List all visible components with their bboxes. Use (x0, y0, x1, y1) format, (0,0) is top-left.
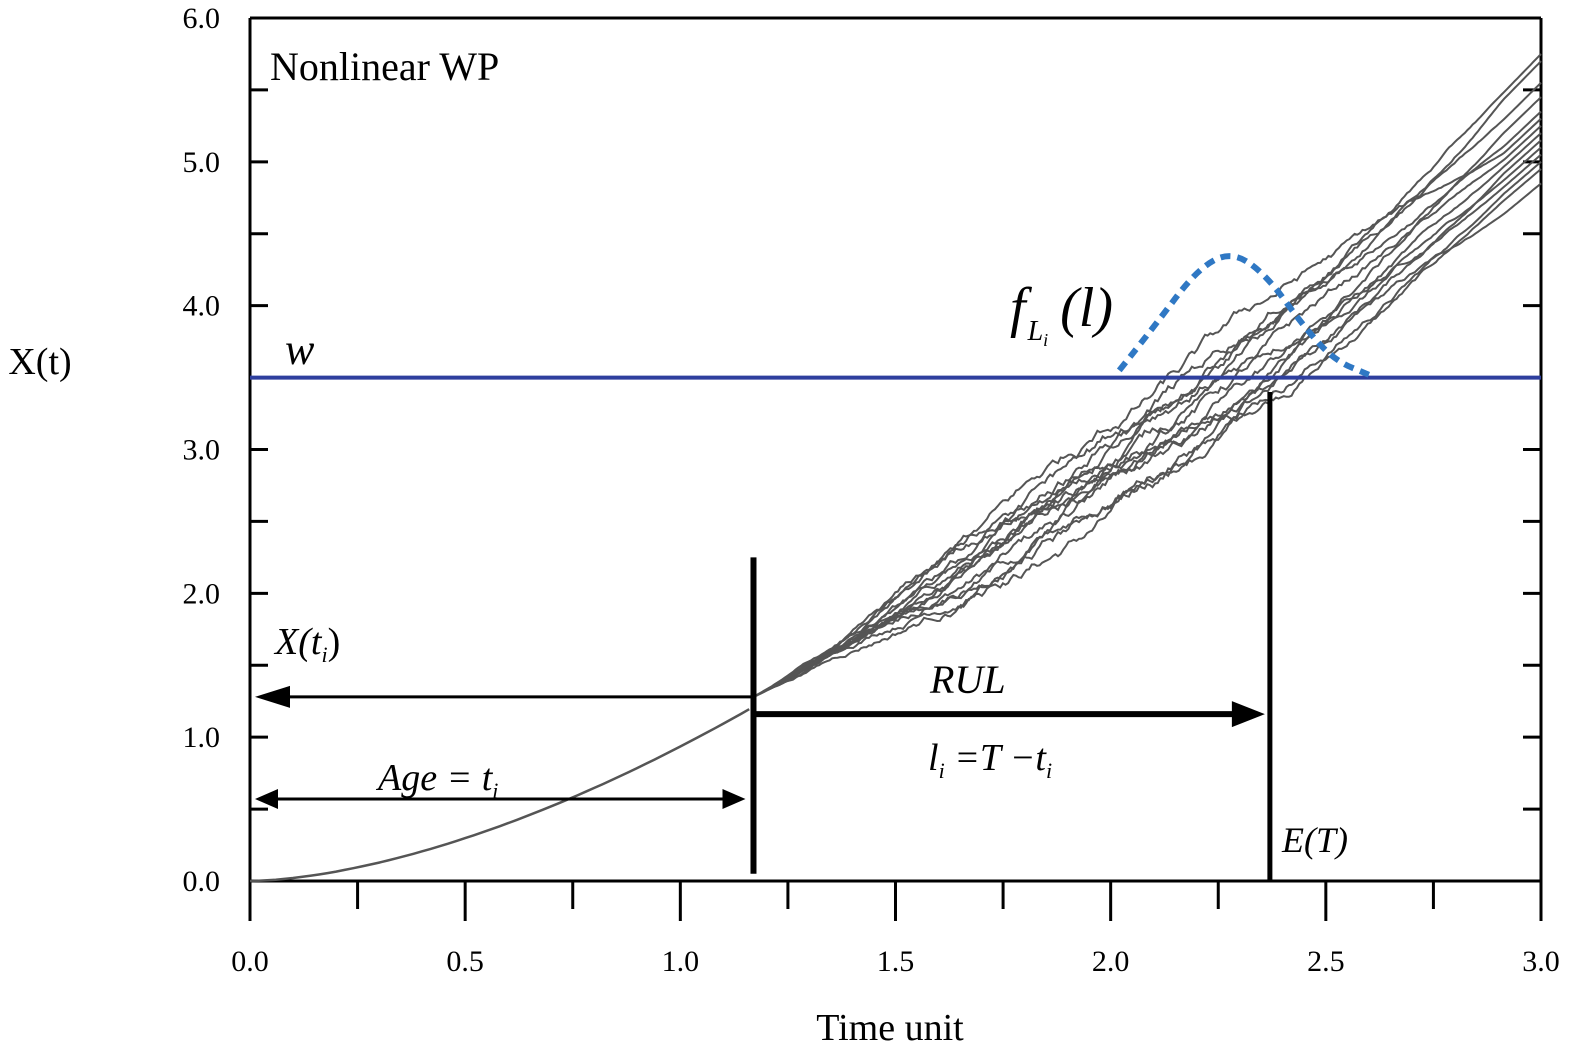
simulated-path (753, 81, 1542, 698)
x-tick-label: 0.5 (446, 945, 484, 978)
x-axis-ticks: 0.0 0.5 1.0 1.5 2.0 2.5 3.0 (231, 881, 1560, 978)
age-arrowhead-right (722, 789, 746, 810)
rul-label: RUL (929, 657, 1006, 702)
simulated-path (753, 153, 1542, 698)
simulated-path (753, 117, 1542, 698)
pdf-label: fLi(l) (1010, 277, 1113, 350)
rul-pdf-curve (1116, 253, 1371, 378)
y-tick-label: 2.0 (183, 577, 221, 610)
simulated-path (753, 53, 1542, 698)
y-tick-label: 6.0 (183, 2, 221, 35)
pdf-label-arg: (l) (1060, 277, 1113, 339)
annotation-arrows (255, 685, 1265, 810)
rul-eq-body: =T −t (945, 737, 1048, 779)
age-main: Age = t (375, 757, 494, 799)
y-tick-label: 5.0 (183, 146, 221, 179)
x-tick-label: 2.5 (1307, 945, 1345, 978)
simulated-paths (753, 53, 1542, 698)
pdf-label-subsub: i (1043, 330, 1048, 350)
y-axis-ticks: 0.0 1.0 2.0 3.0 4.0 5.0 6.0 (183, 2, 1541, 898)
rul-arrowhead (1231, 701, 1265, 728)
age-sub: i (492, 778, 498, 803)
chart-title: Nonlinear WP (270, 44, 499, 89)
y-tick-label: 3.0 (183, 434, 221, 467)
rul-equation: li =T −ti (928, 737, 1052, 783)
y-axis-title: X(t) (8, 341, 71, 383)
pdf-label-sub: L (1027, 316, 1044, 347)
simulated-path (753, 60, 1542, 698)
x-ti-sub: i (321, 642, 327, 667)
age-arrowhead-left (255, 789, 278, 810)
simulated-path (753, 139, 1542, 698)
rul-eq-sub2: i (1046, 758, 1052, 783)
x-tick-label: 1.5 (877, 945, 915, 978)
rul-eq-sub: i (939, 758, 945, 783)
x-tick-label: 3.0 (1522, 945, 1560, 978)
simulated-path (753, 110, 1542, 698)
et-label: E(T) (1281, 820, 1348, 860)
age-label: Age = ti (375, 757, 498, 803)
x-ti-close: ) (328, 621, 341, 663)
x-ti-main: X(t (273, 621, 323, 663)
simulated-path (753, 161, 1542, 698)
y-tick-label: 4.0 (183, 290, 221, 323)
x-ti-label: X(ti) (273, 621, 340, 667)
x-tick-label: 1.0 (662, 945, 700, 978)
plot-frame (248, 16, 1543, 883)
simulated-path (753, 96, 1542, 698)
x-tick-label: 0.0 (231, 945, 269, 978)
x-tick-label: 2.0 (1092, 945, 1130, 978)
y-tick-label: 1.0 (183, 721, 221, 754)
threshold-label: w (285, 325, 315, 374)
x-ti-arrowhead (255, 685, 290, 708)
x-axis-title: Time unit (816, 1007, 964, 1049)
rul-eq-l: l (928, 737, 939, 779)
degradation-history-curve (249, 708, 750, 883)
y-tick-label: 0.0 (183, 865, 221, 898)
